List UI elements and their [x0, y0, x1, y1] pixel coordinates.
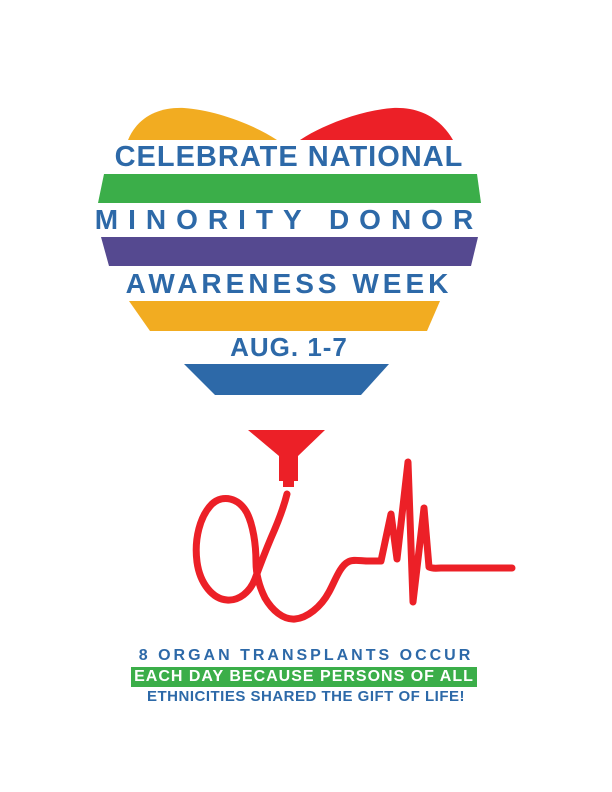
heart-lobe-right-red: [300, 107, 453, 140]
heading-minority-donor: MINORITY DONOR: [94, 204, 484, 235]
footer-line-transplants: 8 ORGAN TRANSPLANTS OCCUR: [138, 647, 474, 664]
rainbow-heart-icon: [98, 107, 481, 395]
tube-ekg-line: [192, 458, 516, 623]
heart-stripe-purple: [101, 237, 478, 266]
heading-celebrate-national: CELEBRATE NATIONAL: [114, 141, 464, 173]
heart-stripe-gold: [129, 301, 440, 331]
blood-drip-heartbeat-icon: [192, 430, 516, 623]
heart-lobe-left-gold: [128, 107, 277, 140]
heart-stripe-blue: [184, 364, 389, 395]
footer-line-each-day: EACH DAY BECAUSE PERSONS OF ALL: [134, 668, 474, 685]
footer-green-bar: EACH DAY BECAUSE PERSONS OF ALL: [131, 667, 477, 687]
heart-stripe-green: [98, 174, 481, 203]
funnel-icon: [248, 430, 325, 487]
footer-line-gift-of-life: ETHNICITIES SHARED THE GIFT OF LIFE!: [147, 688, 465, 705]
heading-awareness-week: AWARENESS WEEK: [125, 268, 453, 299]
heading-date-range: AUG. 1-7: [230, 332, 348, 362]
